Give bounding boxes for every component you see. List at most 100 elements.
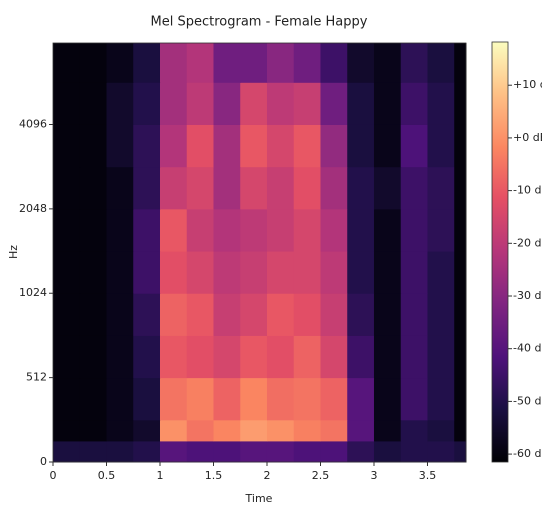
spectrogram-cell	[106, 124, 134, 168]
spectrogram-cell	[454, 166, 467, 210]
spectrogram-cell	[240, 419, 268, 442]
spectrogram-cell	[53, 440, 81, 463]
spectrogram-cell	[454, 208, 467, 252]
spectrogram-cell	[106, 43, 134, 83]
spectrogram-cell	[106, 251, 134, 294]
spectrogram-cell	[186, 440, 214, 463]
spectrogram-cell	[53, 419, 81, 442]
spectrogram-cell	[454, 82, 467, 125]
spectrogram-cell	[53, 124, 81, 168]
spectrogram-cell	[373, 335, 402, 379]
spectrogram-cell	[400, 251, 428, 294]
spectrogram-cell	[347, 377, 375, 421]
spectrogram-cell	[133, 440, 161, 463]
spectrogram-cell	[106, 440, 134, 463]
spectrogram-cell	[347, 419, 375, 442]
spectrogram-cell	[53, 166, 81, 210]
spectrogram-cell	[347, 251, 375, 294]
spectrogram-cell	[320, 377, 348, 421]
spectrogram-cell	[133, 293, 161, 336]
spectrogram-cell	[133, 166, 161, 210]
spectrogram-cell	[293, 208, 321, 252]
spectrogram-cell	[347, 124, 375, 168]
spectrogram-cell	[320, 251, 348, 294]
spectrogram-cell	[400, 82, 428, 125]
spectrogram-cell	[79, 208, 107, 252]
spectrogram-cell	[400, 166, 428, 210]
spectrogram-cell	[266, 440, 295, 463]
spectrogram-cell	[454, 419, 467, 442]
spectrogram-cell	[320, 124, 348, 168]
spectrogram-cell	[240, 82, 268, 125]
x-tick-label: 2.5	[312, 469, 330, 482]
colorbar-tick-label: -20 dB	[513, 236, 542, 249]
spectrogram-cell	[240, 124, 268, 168]
spectrogram-cell	[373, 377, 402, 421]
spectrogram-cell	[373, 124, 402, 168]
spectrogram-cell	[373, 208, 402, 252]
x-axis-label: Time	[245, 492, 273, 505]
spectrogram-cell	[186, 335, 214, 379]
spectrogram-cell	[240, 440, 268, 463]
spectrogram-cell	[320, 440, 348, 463]
y-axis-label: Hz	[7, 245, 20, 259]
spectrogram-cell	[266, 208, 295, 252]
colorbar-tick-label: +10 dB	[513, 78, 542, 91]
x-tick-label: 3.5	[419, 469, 437, 482]
spectrogram-cell	[454, 440, 467, 463]
spectrogram-cell	[213, 166, 241, 210]
spectrogram-cell	[400, 335, 428, 379]
plot-frame	[52, 42, 467, 463]
spectrogram-cell	[427, 251, 455, 294]
y-tick-label: 1024	[19, 286, 47, 299]
spectrogram-cell	[373, 419, 402, 442]
colorbar	[491, 41, 509, 463]
spectrogram-cell	[79, 335, 107, 379]
spectrogram-cell	[400, 293, 428, 336]
spectrogram-cell	[79, 293, 107, 336]
spectrogram-cell	[240, 335, 268, 379]
spectrogram-cell	[373, 82, 402, 125]
spectrogram-cell	[427, 419, 455, 442]
spectrogram-cell	[400, 377, 428, 421]
spectrogram-cell	[79, 166, 107, 210]
spectrogram-cell	[213, 124, 241, 168]
spectrogram-cell	[240, 293, 268, 336]
spectrogram-cell	[213, 377, 241, 421]
spectrogram-cell	[400, 419, 428, 442]
spectrogram-cell	[320, 293, 348, 336]
spectrogram-cell	[266, 82, 295, 125]
spectrogram-cell	[106, 166, 134, 210]
spectrogram-cell	[159, 335, 188, 379]
spectrogram-cell	[133, 419, 161, 442]
spectrogram-cell	[373, 440, 402, 463]
spectrogram-cell	[427, 440, 455, 463]
spectrogram-cell	[186, 43, 214, 83]
spectrogram-cell	[213, 419, 241, 442]
spectrogram-cell	[373, 251, 402, 294]
x-tick-label: 3	[370, 469, 377, 482]
spectrogram-cell	[240, 208, 268, 252]
spectrogram-cell	[159, 377, 188, 421]
spectrogram-cell	[213, 82, 241, 125]
spectrogram-cell	[454, 293, 467, 336]
spectrogram-cell	[186, 293, 214, 336]
spectrogram-cell	[400, 124, 428, 168]
spectrogram-cell	[186, 377, 214, 421]
colorbar-tick-label: -30 dB	[513, 289, 542, 302]
spectrogram-cell	[53, 43, 81, 83]
spectrogram-cell	[133, 82, 161, 125]
spectrogram-cell	[454, 335, 467, 379]
spectrogram-cell	[427, 208, 455, 252]
spectrogram-cell	[53, 251, 81, 294]
spectrogram-cell	[133, 208, 161, 252]
spectrogram-cell	[400, 440, 428, 463]
spectrogram-cell	[454, 43, 467, 83]
spectrogram-cell	[293, 440, 321, 463]
spectrogram-cell	[133, 124, 161, 168]
spectrogram-cell	[293, 82, 321, 125]
colorbar-tick-label: -50 dB	[513, 394, 542, 407]
spectrogram-cell	[79, 124, 107, 168]
spectrogram-cell	[133, 43, 161, 83]
spectrogram-cell	[266, 251, 295, 294]
